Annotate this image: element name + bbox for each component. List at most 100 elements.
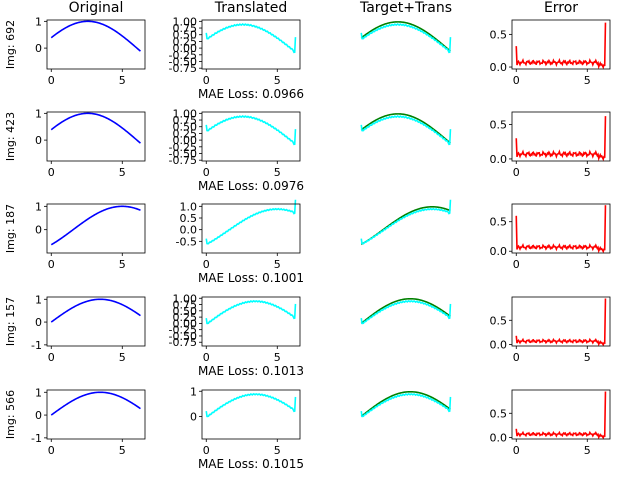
x-tick-label: 5 (584, 258, 591, 271)
row-label: Img: 157 (4, 297, 17, 346)
error-series (515, 22, 607, 70)
y-tick-label: 0 (35, 42, 42, 55)
y-tick-label: 0.25 (173, 311, 198, 324)
result-row-1: Img: 423 100 51.000.750.500.250.00-0.25-0.… (4, 107, 611, 193)
target-series (360, 113, 451, 144)
error-series (515, 298, 607, 347)
axes-frame (46, 389, 146, 440)
y-tick-label: 0 (190, 410, 197, 423)
axes-frame (201, 296, 301, 347)
y-tick-label: -0.75 (169, 336, 197, 349)
y-tick-label: 1 (35, 200, 42, 213)
row-label: Img: 692 (4, 20, 17, 69)
x-tick-label: 5 (119, 351, 126, 364)
panel-target-trans (360, 199, 452, 246)
error-series (515, 391, 607, 440)
y-tick-label: 0.5 (490, 314, 508, 327)
y-tick-label: 0.5 (490, 216, 508, 229)
y-tick-label: 0.75 (173, 114, 198, 127)
y-tick-label: -0.25 (169, 49, 197, 62)
panel-target-trans (360, 390, 452, 418)
y-tick-label: 1.00 (173, 292, 198, 305)
axes-frame (201, 19, 301, 70)
axes-frame (511, 19, 611, 70)
panel-error: 0.5 0.0 0 5 (490, 203, 611, 271)
panel-error: 0.5 0.0 0 5 (490, 389, 611, 457)
y-tick-label: 1 (35, 15, 42, 28)
result-row-3: Img: 157 10-10 51.000.750.500.250.00-0.25-… (4, 292, 611, 378)
x-tick-label: 0 (203, 351, 210, 364)
axes-frame (511, 296, 611, 347)
y-tick-label: 0 (35, 224, 42, 237)
x-tick-label: 0 (48, 351, 55, 364)
x-tick-label: 0 (48, 444, 55, 457)
panel-translated: 1.000.750.500.250.00-0.25-0.50-0.75 0 5 (169, 292, 301, 364)
x-tick-label: 5 (584, 166, 591, 179)
panel-translated: 1.000.750.500.250.00-0.25-0.50-0.75 0 5 (169, 15, 301, 87)
panel-original: 1 0 0 5 (35, 200, 146, 271)
y-tick-label: 0.0 (490, 153, 508, 166)
y-tick-label: -0.25 (169, 324, 197, 337)
mae-loss-caption: MAE Loss: 0.1015 (198, 457, 304, 471)
x-tick-label: 5 (584, 74, 591, 87)
panel-translated: 1.00.50.0-0.5 0 5 (176, 199, 301, 271)
result-row-0: Img: 692 100 51.000.750.500.250.00-0.25-0.… (4, 15, 611, 101)
panel-target-trans (360, 297, 452, 325)
mae-loss-caption: MAE Loss: 0.1013 (198, 364, 304, 378)
row-label: Img: 566 (4, 390, 17, 439)
x-tick-label: 0 (48, 166, 55, 179)
axes-frame (201, 111, 301, 162)
y-tick-label: -1 (31, 339, 42, 352)
panel-target-trans (360, 21, 452, 54)
x-tick-label: 0 (203, 444, 210, 457)
x-tick-label: 0 (48, 74, 55, 87)
y-tick-label: -0.50 (169, 56, 197, 69)
error-series (515, 116, 607, 162)
y-tick-label: 0.00 (173, 317, 198, 330)
x-tick-label: 0 (203, 258, 210, 271)
y-tick-label: 0.50 (173, 29, 198, 42)
y-tick-label: 0.5 (490, 407, 508, 420)
y-tick-label: 1.00 (173, 107, 198, 120)
axes-frame (46, 19, 146, 70)
translated-overlay-series (360, 114, 452, 146)
x-tick-label: 0 (48, 258, 55, 271)
axes-frame (46, 203, 146, 254)
x-tick-label: 0 (513, 444, 520, 457)
x-tick-label: 0 (203, 74, 210, 87)
y-tick-label: 0.0 (490, 61, 508, 74)
y-tick-label: -0.25 (169, 141, 197, 154)
mae-loss-caption: MAE Loss: 0.0976 (198, 179, 304, 193)
translated-overlay-series (360, 299, 452, 325)
y-tick-label: -0.75 (169, 62, 197, 75)
y-tick-label: 0.50 (173, 121, 198, 134)
column-title-0: Original (69, 0, 124, 16)
y-tick-label: 1.0 (180, 200, 198, 213)
row-label: Img: 187 (4, 204, 17, 253)
y-tick-label: -0.75 (169, 154, 197, 167)
column-title-1: Translated (214, 0, 287, 16)
translated-overlay-series (360, 199, 452, 245)
y-tick-label: -0.50 (169, 148, 197, 161)
y-tick-label: -0.50 (169, 330, 197, 343)
x-tick-label: 5 (119, 166, 126, 179)
x-tick-label: 5 (274, 258, 281, 271)
original-series (50, 205, 141, 246)
translated-series (205, 114, 297, 146)
axes-frame (511, 389, 611, 440)
y-tick-label: 1.00 (173, 15, 198, 28)
x-tick-label: 0 (203, 166, 210, 179)
x-tick-label: 5 (274, 166, 281, 179)
y-tick-label: 0.25 (173, 35, 198, 48)
y-tick-label: 0.5 (180, 212, 198, 225)
column-title-2: Target+Trans (359, 0, 452, 16)
translated-series (205, 392, 297, 418)
axes-frame (46, 296, 146, 347)
target-series (360, 297, 451, 325)
panel-target-trans (360, 113, 452, 146)
y-tick-label: 0.00 (173, 134, 198, 147)
y-tick-label: 1 (35, 293, 42, 306)
